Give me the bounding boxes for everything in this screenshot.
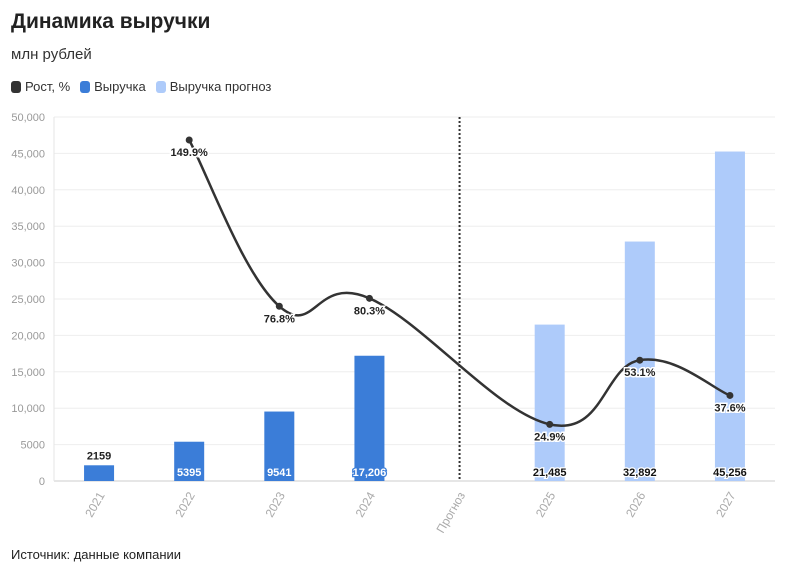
x-tick-label-2022: 2022 <box>172 489 198 519</box>
bar-2025[interactable] <box>534 324 565 481</box>
bars <box>84 151 745 481</box>
x-tick-label-прогноз: Прогноз <box>434 489 469 535</box>
gridlines <box>54 116 775 482</box>
y-tick-label: 50,000 <box>11 112 45 124</box>
y-tick-label: 15,000 <box>11 367 45 379</box>
legend: Рост, % Выручка Выручка прогноз <box>11 79 271 94</box>
growth-point-2026[interactable] <box>636 356 644 364</box>
chart-subtitle: млн рублей <box>11 46 92 63</box>
bar-value-label: 2159 <box>87 450 111 462</box>
bar-2021[interactable] <box>84 465 115 481</box>
bar-value-label: 17,206 <box>353 467 387 479</box>
y-axis: 0 5000 10,000 15,000 20,000 25,000 30,000 35,00… <box>11 112 55 488</box>
legend-item-revenue[interactable]: Выручка <box>80 79 146 94</box>
growth-value-label: 24.9% <box>534 431 565 443</box>
y-tick-label: 30,000 <box>11 258 45 270</box>
growth-line <box>185 136 734 428</box>
y-tick-label: 0 <box>39 476 45 488</box>
legend-label-forecast: Выручка прогноз <box>169 79 272 94</box>
y-tick-label: 25,000 <box>11 294 45 306</box>
growth-point-2024[interactable] <box>365 294 373 302</box>
x-tick-label-2027: 2027 <box>713 489 739 519</box>
bar-2024[interactable] <box>354 355 385 481</box>
y-tick-label: 35,000 <box>11 221 45 233</box>
data-labels: 2159 5395 9541 17,206 21,485 32,892 45,256 149.… <box>87 145 748 480</box>
x-tick-label-2023: 2023 <box>262 489 288 519</box>
x-tick-label-2026: 2026 <box>623 489 649 519</box>
revenue-chart: 0 5000 10,000 15,000 20,000 25,000 30,000 35,00… <box>11 112 775 535</box>
growth-point-2023[interactable] <box>275 302 283 310</box>
growth-value-label: 37.6% <box>714 402 745 414</box>
legend-swatch-revenue <box>80 80 91 93</box>
bar-value-label: 32,892 <box>623 467 657 479</box>
y-tick-label: 40,000 <box>11 185 45 197</box>
growth-point-2025[interactable] <box>546 420 554 428</box>
x-tick-label-2021: 2021 <box>82 489 108 519</box>
growth-point-2027[interactable] <box>726 391 734 399</box>
y-tick-label: 10,000 <box>11 403 45 415</box>
x-axis: 2021 2022 2023 2024 Прогноз 2025 2026 2027 <box>82 489 739 535</box>
bar-2022[interactable] <box>174 441 205 481</box>
growth-point-2022[interactable] <box>185 136 193 144</box>
growth-value-label: 149.9% <box>171 147 209 159</box>
growth-value-label: 53.1% <box>624 367 655 379</box>
chart-title: Динамика выручки <box>11 10 211 33</box>
bar-2027[interactable] <box>714 151 745 481</box>
bar-value-label: 45,256 <box>713 467 747 479</box>
bar-value-label: 5395 <box>177 467 201 479</box>
y-tick-label: 20,000 <box>11 330 45 342</box>
legend-label-revenue: Выручка <box>94 79 146 94</box>
source-note: Источник: данные компании <box>11 547 182 562</box>
bar-value-label: 9541 <box>267 467 291 479</box>
legend-item-growth[interactable]: Рост, % <box>11 79 70 94</box>
legend-swatch-forecast <box>155 80 166 93</box>
bar-2023[interactable] <box>264 411 295 481</box>
legend-item-forecast[interactable]: Выручка прогноз <box>155 79 272 94</box>
x-tick-label-2024: 2024 <box>353 489 379 519</box>
bar-value-label: 21,485 <box>533 467 567 479</box>
legend-label-growth: Рост, % <box>25 79 71 94</box>
x-tick-label-2025: 2025 <box>533 489 559 519</box>
growth-value-label: 80.3% <box>354 305 385 317</box>
y-tick-label: 5000 <box>21 440 45 452</box>
legend-swatch-growth <box>11 80 21 93</box>
growth-value-label: 76.8% <box>264 313 295 325</box>
y-tick-label: 45,000 <box>11 148 45 160</box>
